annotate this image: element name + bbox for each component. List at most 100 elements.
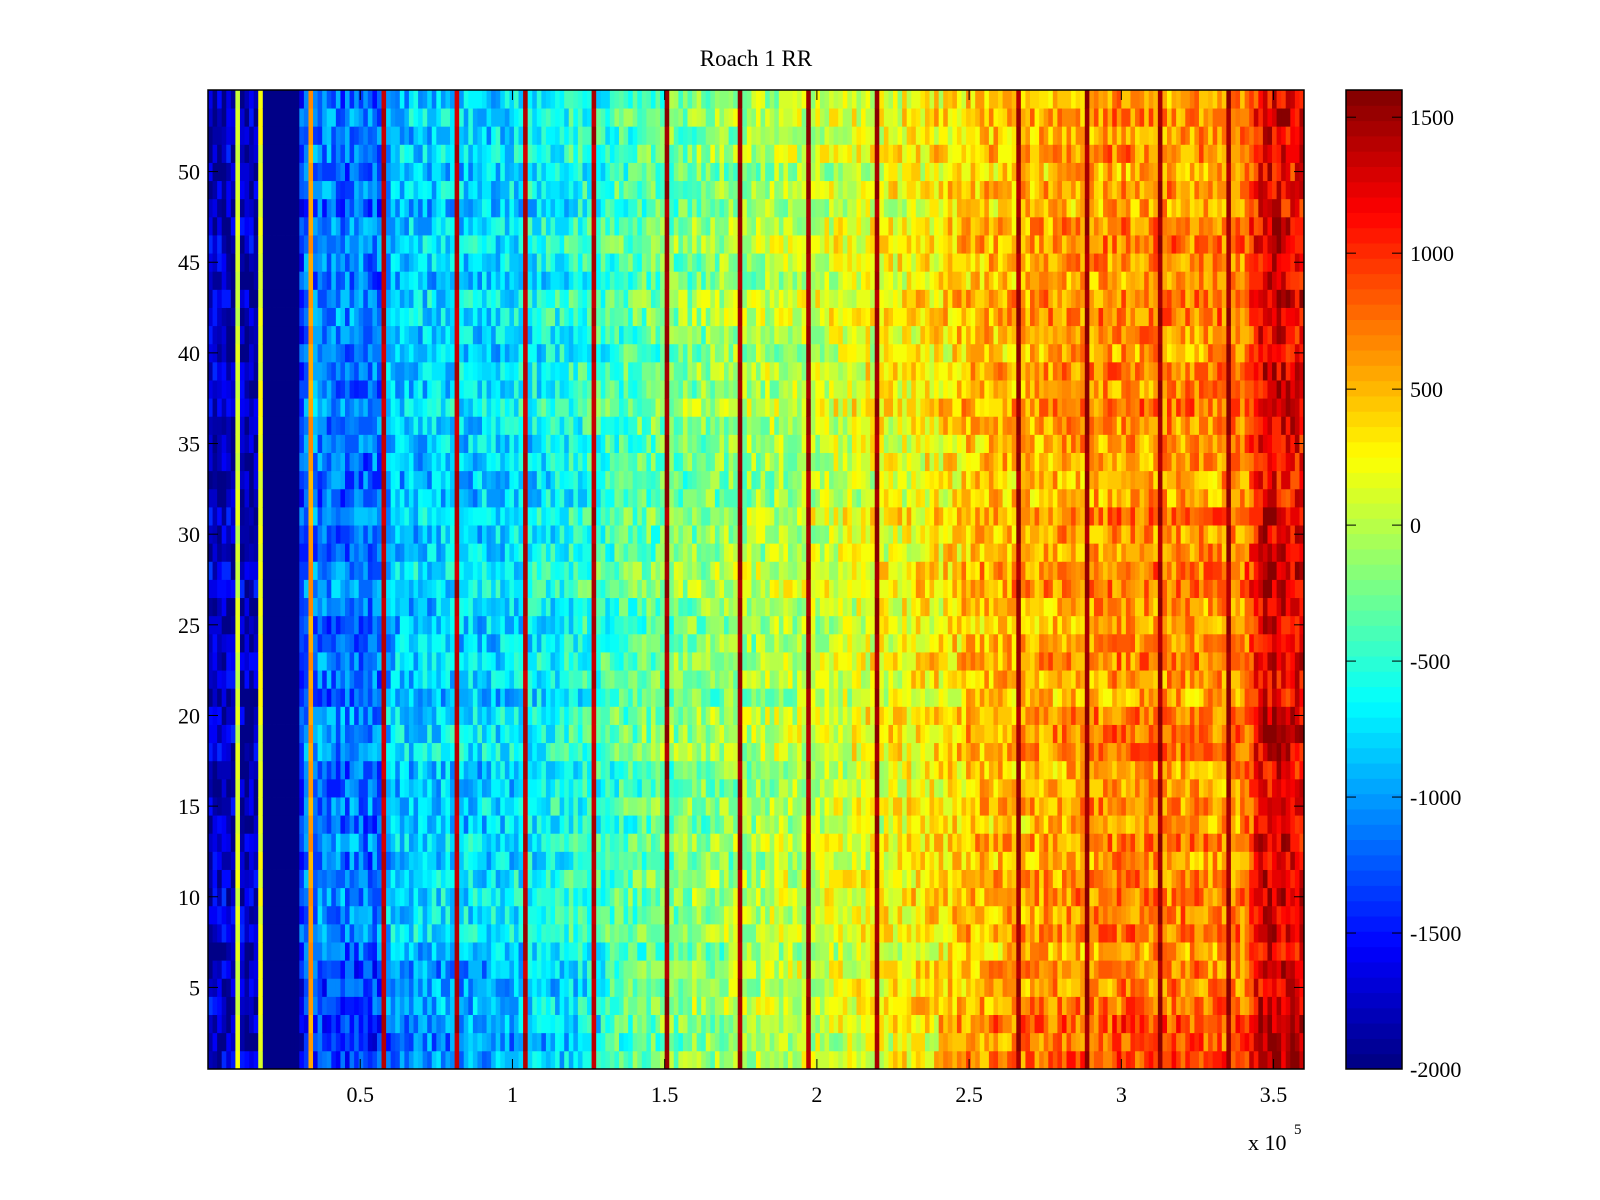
heatmap-cell <box>527 942 533 961</box>
heatmap-cell <box>445 325 451 345</box>
heatmap-cell <box>418 325 424 345</box>
heatmap-cell <box>555 833 561 852</box>
heatmap-cell <box>591 126 597 145</box>
heatmap-cell <box>299 543 305 562</box>
heatmap-cell <box>212 652 218 671</box>
heatmap-cell <box>463 688 469 707</box>
heatmap-cell <box>609 1032 615 1052</box>
heatmap-cell <box>208 307 213 327</box>
heatmap-cell <box>587 1050 592 1070</box>
heatmap-cell <box>349 325 355 345</box>
heatmap-cell <box>294 760 300 780</box>
heatmap-cell <box>258 380 264 399</box>
heatmap-cell <box>408 506 414 526</box>
heatmap-cell <box>445 652 451 671</box>
heatmap-cell <box>267 108 273 127</box>
heatmap-cell <box>294 778 300 798</box>
heatmap-cell <box>395 380 401 399</box>
heatmap-cell <box>262 742 268 762</box>
heatmap-cell <box>504 488 510 508</box>
heatmap-cell <box>281 126 287 145</box>
heatmap-cell <box>217 434 223 453</box>
heatmap-cell <box>422 253 428 272</box>
heatmap-cell <box>459 833 465 852</box>
heatmap-cell <box>513 652 519 671</box>
heatmap-cell <box>308 452 314 472</box>
heatmap-cell <box>628 543 634 562</box>
heatmap-cell <box>550 488 556 508</box>
heatmap-cell <box>258 126 264 145</box>
heatmap-cell <box>427 942 433 961</box>
heatmap-cell <box>545 815 551 834</box>
heatmap-cell <box>431 996 437 1016</box>
heatmap-cell <box>349 525 355 544</box>
heatmap-cell <box>230 942 236 961</box>
heatmap-cell <box>258 235 264 254</box>
heatmap-cell <box>550 579 556 599</box>
heatmap-cell <box>212 271 218 290</box>
heatmap-cell <box>381 289 387 308</box>
heatmap-cell <box>381 942 387 961</box>
heatmap-cell <box>294 724 300 744</box>
heatmap-cell <box>404 90 410 109</box>
heatmap-cell <box>331 778 337 798</box>
heatmap-cell <box>518 470 524 490</box>
heatmap-cell <box>436 1014 442 1034</box>
heatmap-cell <box>504 416 510 435</box>
heatmap-cell <box>230 724 236 744</box>
heatmap-cell <box>536 760 542 780</box>
heatmap-cell <box>459 633 465 653</box>
heatmap-cell <box>322 996 328 1016</box>
heatmap-cell <box>468 652 474 671</box>
heatmap-cell <box>303 343 309 363</box>
heatmap-cell <box>299 488 305 508</box>
heatmap-cell <box>386 235 392 254</box>
heatmap-cell <box>532 742 538 762</box>
heatmap-cell <box>340 1032 346 1052</box>
heatmap-cell <box>212 724 218 744</box>
heatmap-cell <box>436 579 442 599</box>
heatmap-cell <box>404 742 410 762</box>
heatmap-cell <box>399 633 405 653</box>
heatmap-cell <box>532 561 538 580</box>
heatmap-cell <box>609 960 615 979</box>
heatmap-cell <box>363 434 369 453</box>
heatmap-cell <box>313 851 318 870</box>
heatmap-cell <box>299 851 305 870</box>
heatmap-cell <box>349 960 355 979</box>
heatmap-cell <box>472 652 478 671</box>
heatmap-cell <box>600 615 606 635</box>
heatmap-cell <box>568 923 574 943</box>
heatmap-cell <box>541 706 547 725</box>
heatmap-cell <box>267 343 273 363</box>
heatmap-cell <box>459 253 465 272</box>
heatmap-cell <box>463 633 469 653</box>
heatmap-cell <box>536 325 542 345</box>
heatmap-cell <box>623 416 629 435</box>
heatmap-cell <box>418 271 424 290</box>
heatmap-cell <box>482 144 487 163</box>
heatmap-cell <box>454 343 460 363</box>
heatmap-cell <box>614 361 620 381</box>
heatmap-cell <box>518 1032 524 1052</box>
heatmap-cell <box>230 380 236 399</box>
heatmap-cell <box>230 325 236 345</box>
heatmap-cell <box>541 597 547 617</box>
heatmap-cell <box>468 434 474 453</box>
heatmap-cell <box>477 525 483 544</box>
heatmap-cell <box>404 434 410 453</box>
heatmap-cell <box>363 742 369 762</box>
heatmap-cell <box>472 869 478 889</box>
heatmap-cell <box>381 978 387 997</box>
heatmap-cell <box>459 525 465 544</box>
heatmap-cell <box>239 942 245 961</box>
heatmap-cell <box>367 162 373 182</box>
heatmap-cell <box>468 361 474 381</box>
heatmap-cell <box>299 180 305 200</box>
heatmap-cell <box>500 688 506 707</box>
heatmap-cell <box>577 797 583 816</box>
heatmap-cell <box>518 869 524 889</box>
heatmap-cell <box>349 851 355 870</box>
heatmap-cell <box>486 488 492 508</box>
heatmap-cell <box>290 579 296 599</box>
